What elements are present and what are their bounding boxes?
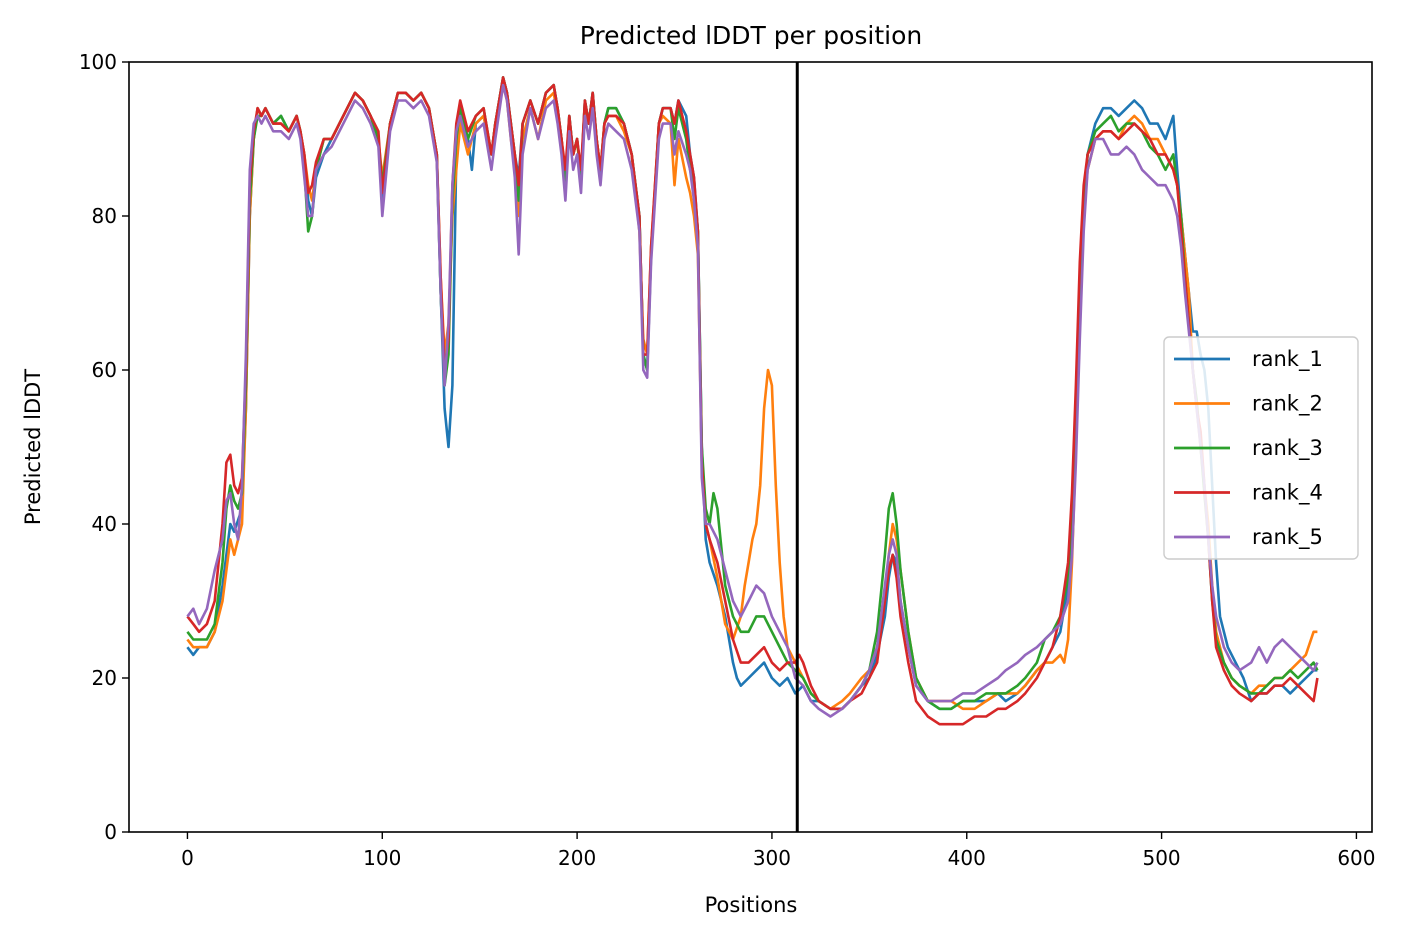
legend-label: rank_1 [1252,347,1323,372]
x-tick-label: 500 [1142,846,1180,870]
legend-label: rank_2 [1252,392,1323,417]
x-tick-label: 600 [1337,846,1375,870]
legend-box [1163,336,1359,560]
y-tick-label: 80 [92,204,117,228]
x-tick-label: 200 [558,846,596,870]
y-axis-label: Predicted lDDT [21,369,45,525]
y-tick-label: 0 [104,820,117,844]
y-tick-label: 40 [92,512,117,536]
x-axis: 0 100 200 300 400 500 600 [181,832,1376,870]
legend: rank_1 rank_2 rank_3 rank_4 rank_5 [1163,336,1359,560]
y-tick-label: 60 [92,358,117,382]
x-axis-label: Positions [705,893,798,917]
series-line-rank-3 [186,76,1319,711]
series-line-rank-5 [186,83,1319,718]
series-line-rank-1 [186,76,1318,711]
legend-label: rank_3 [1252,436,1323,461]
y-tick-label: 100 [79,50,117,74]
y-tick-label: 20 [92,666,117,690]
x-tick-label: 100 [363,846,401,870]
plot-area [186,62,1319,832]
x-tick-label: 300 [753,846,791,870]
plot-frame [128,61,1373,833]
legend-label: rank_5 [1252,525,1323,550]
series-line-rank-4 [186,76,1319,726]
y-axis: 0 20 40 60 80 100 [79,50,129,844]
chart-title: Predicted lDDT per position [580,21,922,50]
legend-label: rank_4 [1252,481,1323,506]
x-tick-label: 0 [181,846,194,870]
x-tick-label: 400 [948,846,986,870]
series-line-rank-2 [186,83,1318,711]
